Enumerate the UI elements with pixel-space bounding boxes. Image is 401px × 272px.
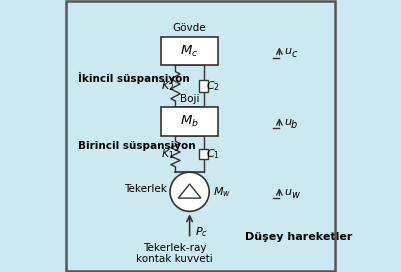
Text: Birincil süspansiyon: Birincil süspansiyon	[78, 141, 196, 151]
Text: $C_2$: $C_2$	[206, 79, 220, 93]
Text: u: u	[284, 117, 291, 127]
Text: u: u	[284, 46, 291, 56]
Text: $P_c$: $P_c$	[194, 225, 207, 239]
Text: $C_1$: $C_1$	[206, 147, 220, 161]
FancyBboxPatch shape	[199, 81, 208, 92]
Polygon shape	[178, 184, 201, 198]
Text: c: c	[291, 49, 296, 59]
Text: Gövde: Gövde	[173, 23, 207, 33]
Text: Tekerlek: Tekerlek	[124, 184, 167, 194]
Text: $M_w$: $M_w$	[213, 185, 231, 199]
FancyBboxPatch shape	[161, 37, 218, 65]
Text: $K_2$: $K_2$	[161, 79, 174, 93]
Text: $M_b$: $M_b$	[180, 114, 199, 129]
FancyBboxPatch shape	[199, 149, 208, 159]
Text: Düşey hareketler: Düşey hareketler	[245, 232, 352, 242]
Text: Boji: Boji	[180, 94, 199, 104]
Text: u: u	[284, 187, 291, 197]
Text: Tekerlek-ray
kontak kuvveti: Tekerlek-ray kontak kuvveti	[136, 243, 213, 264]
Text: $K_1$: $K_1$	[160, 147, 174, 161]
Text: $M_c$: $M_c$	[180, 44, 199, 58]
Text: İkincil süspansiyon: İkincil süspansiyon	[78, 72, 190, 84]
Text: b: b	[291, 120, 297, 130]
FancyBboxPatch shape	[161, 107, 218, 136]
Text: w: w	[291, 190, 299, 200]
Circle shape	[170, 172, 209, 211]
